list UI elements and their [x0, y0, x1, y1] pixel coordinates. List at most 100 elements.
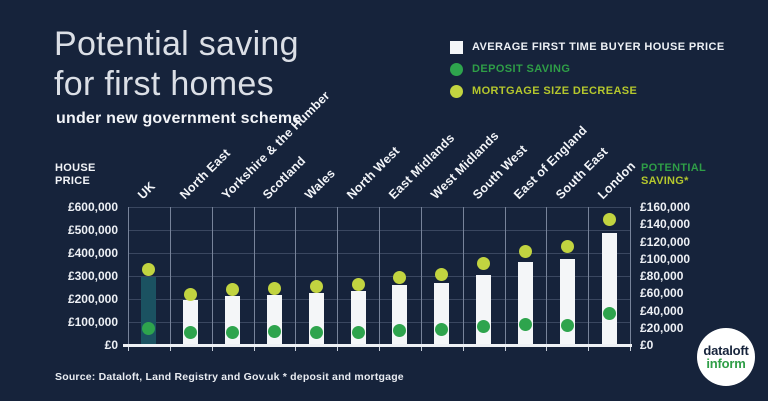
legend-label: AVERAGE FIRST TIME BUYER HOUSE PRICE	[472, 41, 725, 53]
axis-tick-mark	[128, 347, 129, 351]
gridline-vertical	[337, 207, 339, 345]
axis-tick-mark	[504, 347, 506, 351]
right-axis-title-line2: SAVING*	[641, 175, 689, 187]
left-axis-tick: £0	[104, 338, 118, 352]
mortgage-size-decrease-dot-west-midlands	[435, 267, 449, 281]
mortgage-size-decrease-dot-uk	[142, 263, 156, 277]
right-axis-tick: £60,000	[640, 286, 684, 301]
dataloft-inform-logo: dataloft inform	[697, 328, 755, 386]
deposit-saving-dot-icon	[450, 62, 463, 76]
right-axis-tick: £160,000	[640, 200, 691, 214]
gridline-vertical	[504, 207, 506, 345]
category-label-uk: UK	[135, 179, 158, 202]
mortgage-size-decrease-dot-wales	[309, 279, 323, 293]
legend-item-house-price: AVERAGE FIRST TIME BUYER HOUSE PRICE	[450, 36, 725, 58]
gridline-vertical	[169, 207, 171, 345]
page-subtitle: under new government scheme	[56, 110, 302, 127]
gridline-vertical	[211, 207, 213, 345]
source-note: Source: Dataloft, Land Registry and Gov.…	[55, 371, 404, 383]
mortgage-size-decrease-dot-scotland	[267, 281, 281, 295]
right-axis-tick: £140,000	[640, 217, 691, 232]
deposit-saving-dot-north-east	[184, 326, 198, 340]
deposit-saving-dot-west-midlands	[435, 322, 449, 336]
page-title: Potential saving for first homes	[54, 24, 299, 104]
right-axis-title: POTENTIAL SAVING*	[641, 162, 706, 188]
category-label-east-of-england: East of England	[511, 123, 591, 202]
mortgage-size-decrease-dot-yorkshire-the-humber	[226, 283, 240, 297]
page-title-line1: Potential saving	[54, 25, 299, 63]
deposit-saving-dot-south-west	[477, 320, 491, 334]
bar-london	[601, 233, 617, 345]
house-price-square-icon	[450, 40, 463, 54]
left-axis-title-line2: PRICE	[55, 175, 91, 187]
left-axis-tick: £600,000	[67, 200, 118, 214]
category-label-wales: Wales	[302, 166, 339, 202]
axis-tick-mark	[420, 347, 422, 351]
left-axis-tick: £500,000	[67, 223, 118, 237]
x-axis-line	[123, 344, 632, 347]
axis-tick-mark	[462, 347, 464, 351]
right-axis-tick: £40,000	[640, 303, 684, 318]
deposit-saving-dot-wales	[309, 325, 323, 339]
right-axis-tick: £120,000	[640, 234, 691, 249]
deposit-saving-dot-east-of-england	[518, 317, 532, 331]
axis-tick-mark	[169, 347, 171, 351]
mortgage-size-decrease-dot-south-west	[477, 257, 491, 271]
logo-dataloft-text: dataloft	[703, 343, 749, 358]
right-axis-tick: £20,000	[640, 320, 684, 335]
deposit-saving-dot-north-west	[351, 325, 365, 339]
right-axis-tick: £100,000	[640, 251, 691, 266]
gridline-vertical	[588, 207, 590, 345]
left-axis-title-line1: HOUSE	[55, 162, 96, 174]
gridline-vertical	[295, 207, 297, 345]
mortgage-size-decrease-dot-london	[602, 212, 616, 226]
bar-east-of-england	[517, 261, 533, 345]
mortgage-decrease-dot-icon	[450, 84, 463, 98]
gridline-vertical	[462, 207, 464, 345]
mortgage-size-decrease-dot-north-west	[351, 278, 365, 292]
page-title-line2: for first homes	[54, 65, 274, 103]
mortgage-size-decrease-dot-south-east	[560, 240, 574, 254]
left-axis-tick: £200,000	[67, 292, 118, 306]
gridline-vertical	[128, 207, 129, 345]
deposit-saving-dot-south-east	[560, 318, 574, 332]
axis-tick-mark	[630, 347, 631, 351]
deposit-saving-dot-scotland	[267, 324, 281, 338]
logo-inform-text: inform	[706, 356, 746, 371]
legend-item-deposit-saving: DEPOSIT SAVING	[450, 58, 725, 80]
axis-tick-mark	[211, 347, 213, 351]
gridline-vertical	[630, 207, 631, 345]
legend-label: DEPOSIT SAVING	[472, 63, 571, 75]
category-label-london: London	[595, 158, 639, 202]
deposit-saving-dot-east-midlands	[393, 323, 407, 337]
legend-item-mortgage-decrease: MORTGAGE SIZE DECREASE	[450, 80, 725, 102]
left-axis-tick: £300,000	[67, 269, 118, 283]
left-axis-tick: £100,000	[67, 315, 118, 329]
bar-south-west	[476, 274, 492, 345]
gridline-vertical	[546, 207, 548, 345]
left-axis-tick: £400,000	[67, 246, 118, 260]
deposit-saving-dot-london	[602, 306, 616, 320]
gridline-vertical	[420, 207, 422, 345]
mortgage-size-decrease-dot-east-of-england	[518, 245, 532, 259]
gridline-vertical	[379, 207, 380, 345]
left-axis-title: HOUSE PRICE	[55, 162, 96, 188]
axis-tick-mark	[379, 347, 380, 351]
axis-tick-mark	[337, 347, 339, 351]
right-axis-tick: £80,000	[640, 269, 684, 283]
legend-label: MORTGAGE SIZE DECREASE	[472, 85, 638, 97]
mortgage-size-decrease-dot-east-midlands	[393, 271, 407, 285]
deposit-saving-dot-yorkshire-the-humber	[226, 326, 240, 340]
right-axis-tick: £0	[640, 338, 654, 352]
axis-tick-mark	[588, 347, 590, 351]
chart-legend: AVERAGE FIRST TIME BUYER HOUSE PRICE DEP…	[450, 36, 725, 102]
axis-tick-mark	[253, 347, 255, 351]
axis-tick-mark	[295, 347, 297, 351]
axis-tick-mark	[546, 347, 548, 351]
bar-south-east	[559, 258, 575, 345]
deposit-saving-dot-uk	[142, 322, 156, 336]
right-axis-title-line1: POTENTIAL	[641, 162, 707, 174]
gridline-vertical	[253, 207, 255, 345]
mortgage-size-decrease-dot-north-east	[184, 288, 198, 302]
